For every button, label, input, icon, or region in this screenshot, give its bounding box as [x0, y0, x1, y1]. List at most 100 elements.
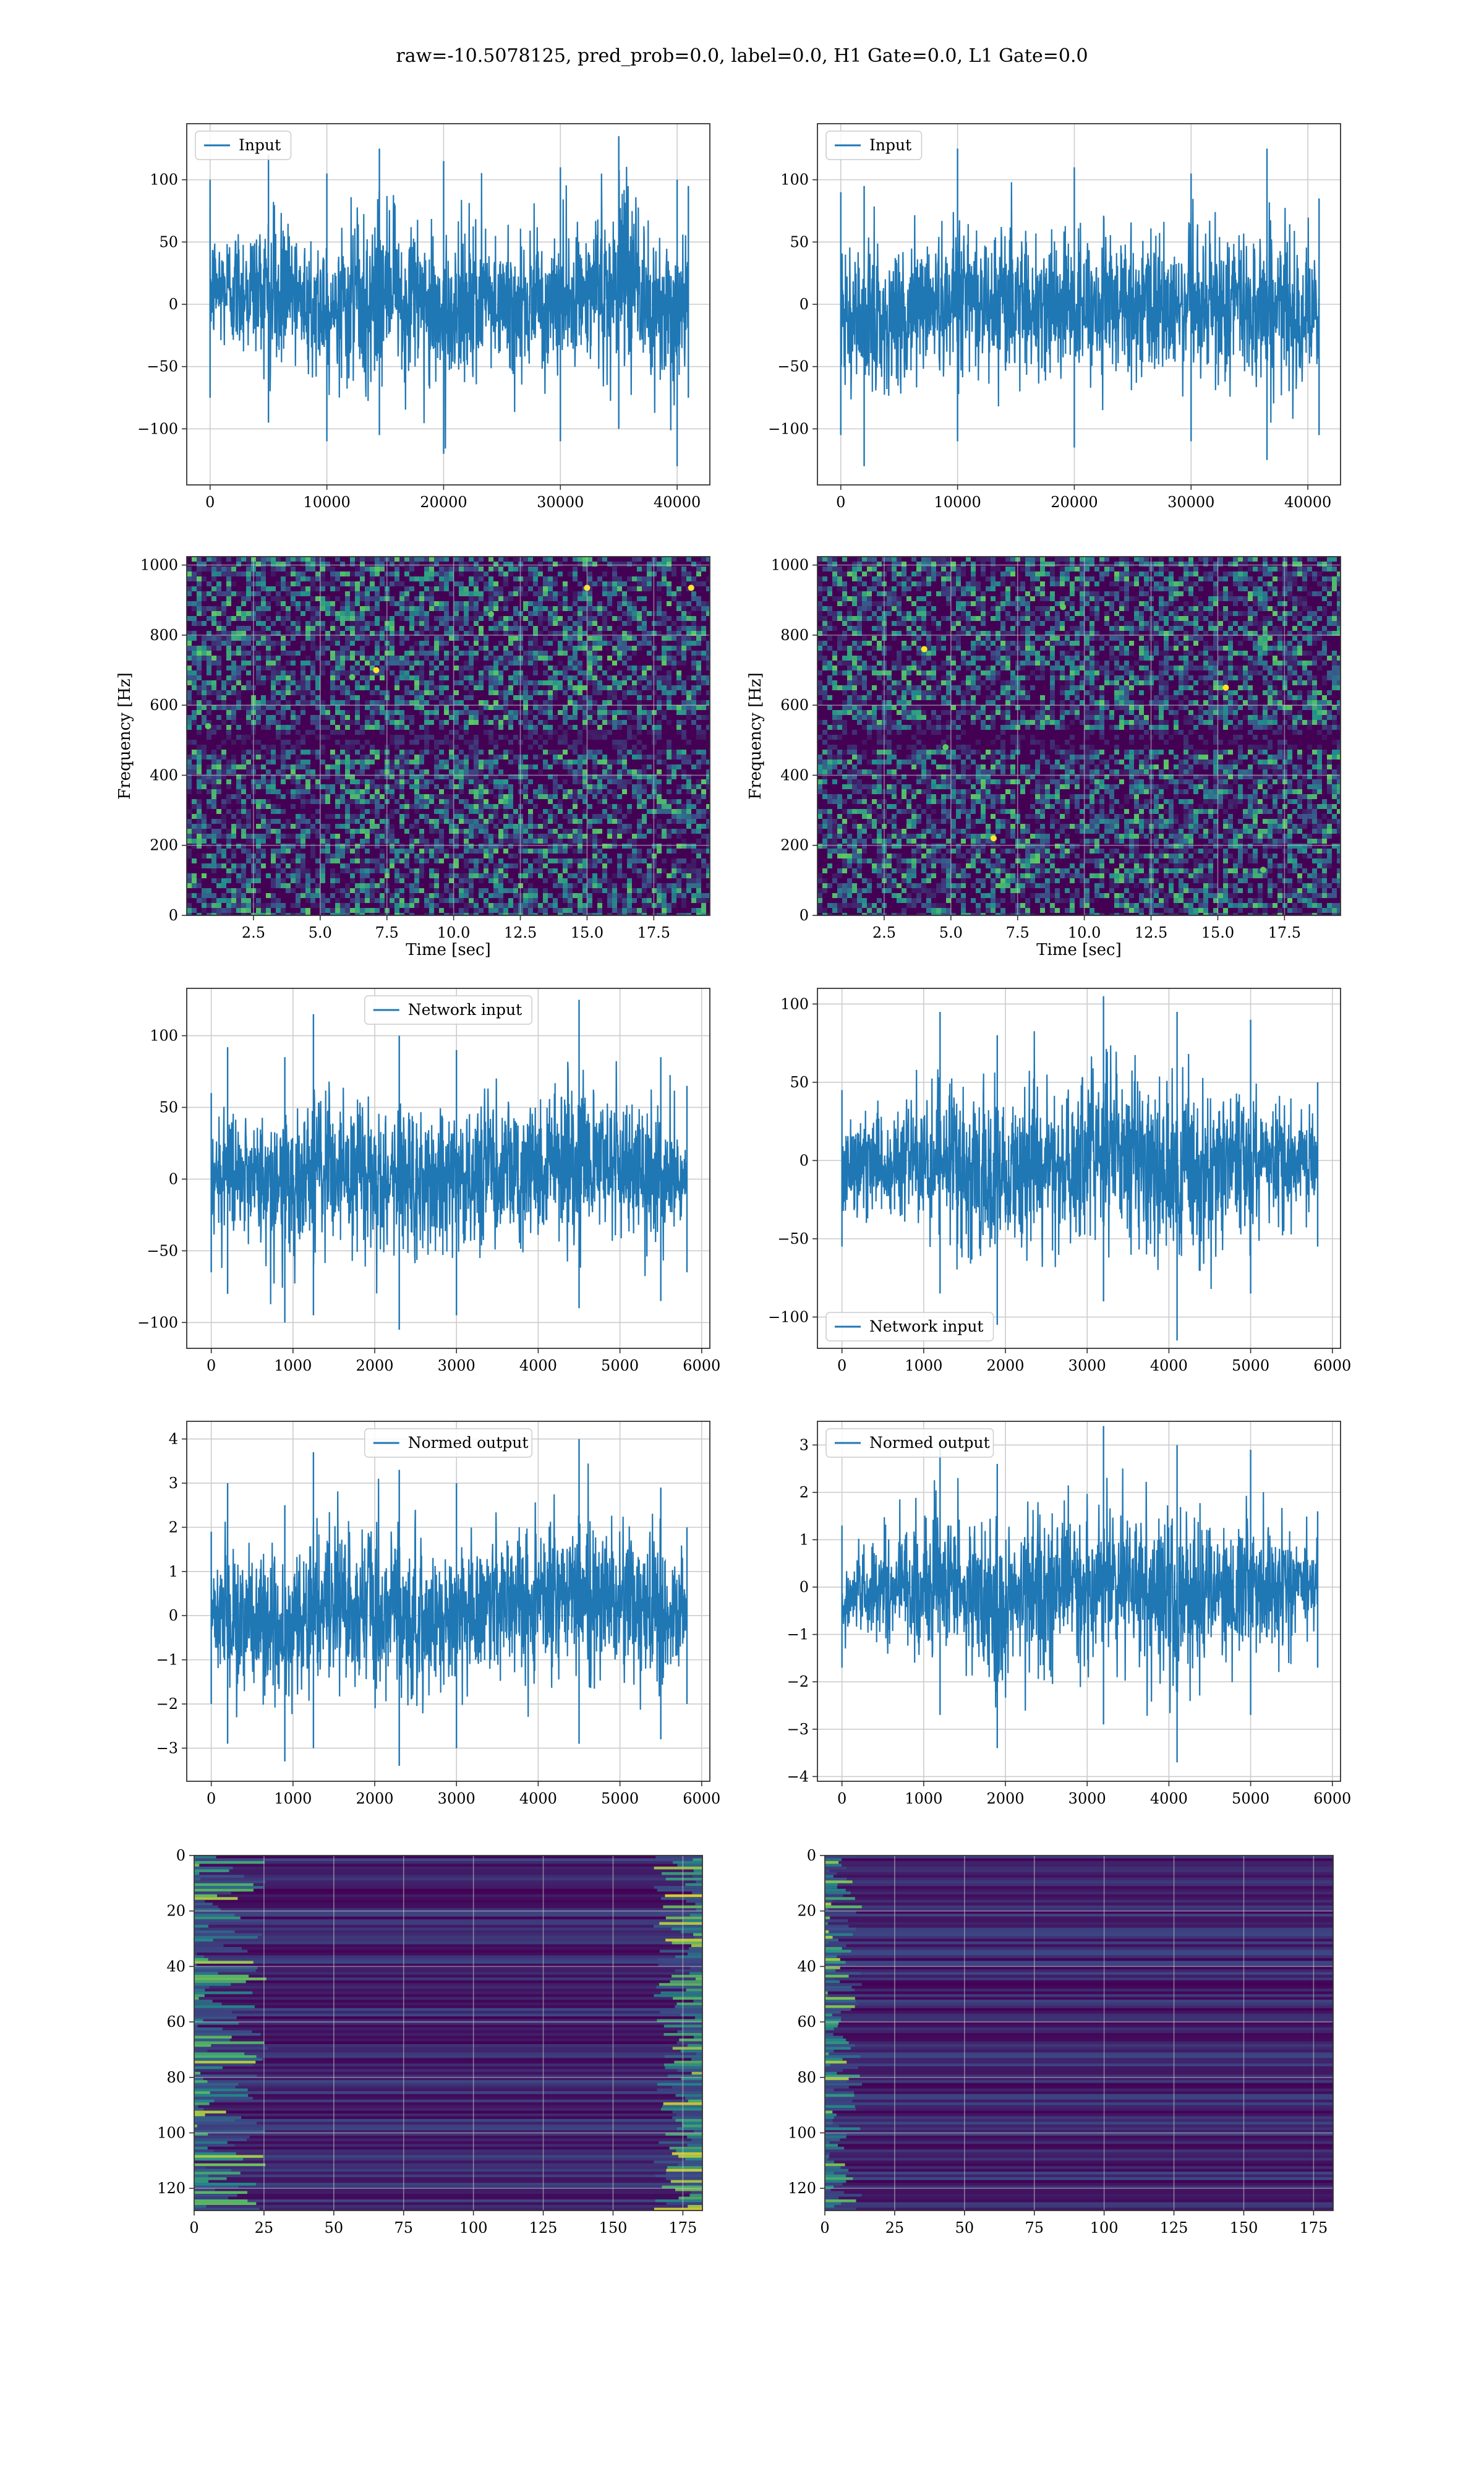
x-tick-label: 2000 — [986, 1790, 1024, 1807]
y-tick-label: −1 — [787, 1626, 809, 1643]
y-tick-label: 800 — [150, 627, 178, 644]
bright-spot — [205, 723, 211, 730]
y-tick-label: −2 — [787, 1673, 809, 1690]
y-tick-label: −100 — [768, 420, 809, 437]
bright-spot — [688, 584, 694, 591]
x-tick-label: 17.5 — [638, 924, 670, 941]
y-tick-label: −100 — [137, 420, 178, 437]
x-tick-label: 1000 — [274, 1357, 312, 1374]
x-tick-label: 3000 — [1068, 1790, 1106, 1807]
legend: Input — [825, 131, 923, 160]
axes-frame — [817, 988, 1341, 1349]
legend-label: Normed output — [869, 1434, 990, 1452]
x-tick-label: 12.5 — [504, 924, 537, 941]
y-tick-label: 20 — [166, 1903, 186, 1920]
x-tick-label: 5.0 — [309, 924, 332, 941]
x-tick-label: 125 — [1160, 2219, 1188, 2236]
bright-spot — [921, 646, 927, 653]
y-tick-label: 0 — [176, 1847, 186, 1864]
x-tick-label: 5.0 — [939, 924, 963, 941]
x-tick-label: 30000 — [537, 494, 584, 511]
x-tick-label: 5000 — [601, 1357, 639, 1374]
y-tick-label: −100 — [768, 1308, 809, 1325]
chart-l1-feature-map: 0 25 50 75 100 125 150 175 0 20 40 60 80 100 120 — [788, 1847, 1334, 2236]
x-tick-label: 25 — [255, 2219, 274, 2236]
legend-label: Network input — [869, 1317, 983, 1335]
y-tick-label: 1 — [800, 1531, 809, 1548]
x-tick-label: 40000 — [1284, 494, 1331, 511]
y-tick-label: 50 — [159, 233, 178, 250]
x-tick-label: 150 — [599, 2219, 628, 2236]
y-tick-label: 100 — [150, 1027, 178, 1045]
bright-spot — [1260, 867, 1266, 873]
y-tick-label: 20 — [797, 1903, 816, 1920]
bright-spot — [1060, 604, 1067, 610]
y-tick-label: 800 — [780, 627, 809, 644]
x-tick-label: 0 — [836, 494, 845, 511]
y-tick-label: 50 — [790, 233, 809, 250]
y-tick-label: −3 — [156, 1739, 178, 1757]
y-tick-label: −3 — [787, 1721, 809, 1738]
x-tick-label: 3000 — [438, 1357, 475, 1374]
legend-label: Normed output — [408, 1434, 529, 1452]
y-tick-label: 100 — [780, 171, 809, 189]
signal-trace — [210, 1061, 688, 1304]
x-tick-label: 100 — [459, 2219, 488, 2236]
x-tick-label: 15.0 — [571, 924, 603, 941]
y-tick-label: 3 — [169, 1475, 178, 1492]
signal-trace — [210, 1463, 688, 1718]
legend: Normed output — [825, 1428, 994, 1458]
y-tick-label: 120 — [157, 2180, 186, 2197]
x-tick-label: 6000 — [683, 1790, 720, 1807]
x-tick-label: 1000 — [905, 1790, 942, 1807]
y-tick-label: 60 — [797, 2013, 816, 2031]
x-tick-label: 175 — [668, 2219, 697, 2236]
x-tick-label: 0 — [205, 494, 215, 511]
y-tick-label: 40 — [166, 1958, 186, 1975]
y-tick-label: 0 — [169, 907, 178, 924]
x-tick-label: 0 — [207, 1357, 216, 1374]
y-tick-label: 0 — [800, 1578, 809, 1596]
x-tick-label: 10.0 — [1068, 924, 1101, 941]
x-tick-label: 4000 — [519, 1790, 557, 1807]
x-tick-label: 7.5 — [375, 924, 399, 941]
x-tick-label: 0 — [189, 2219, 198, 2236]
chart-h1-spectrogram: 2.5 5.0 7.5 10.0 12.5 15.0 17.5 0 200 400 600 800 10… — [116, 556, 710, 959]
bright-spot — [1222, 684, 1229, 691]
chart-l1-input: 0 10000 20000 30000 40000 −100 −50 0 50 100 Input — [768, 123, 1341, 511]
x-tick-label: 5000 — [1232, 1790, 1269, 1807]
bright-spot — [942, 744, 949, 751]
y-tick-label: 60 — [166, 2013, 186, 2031]
x-tick-label: 2.5 — [872, 924, 896, 941]
y-tick-label: 0 — [800, 1152, 809, 1169]
bright-spot — [990, 835, 997, 842]
y-tick-label: −100 — [137, 1314, 178, 1331]
y-tick-label: −1 — [156, 1651, 178, 1669]
axes-frame — [817, 556, 1341, 916]
legend: Normed output — [364, 1428, 532, 1458]
x-tick-label: 4000 — [519, 1357, 557, 1374]
x-tick-label: 5000 — [601, 1790, 639, 1807]
x-tick-label: 1000 — [905, 1357, 942, 1374]
x-tick-label: 10000 — [934, 494, 981, 511]
y-tick-label: 200 — [780, 837, 809, 854]
chart-l1-network-input: 0 1000 2000 3000 4000 5000 6000 −100 −50 0 50 100 Ne… — [768, 988, 1351, 1374]
x-tick-label: 1000 — [274, 1790, 312, 1807]
y-tick-label: 120 — [788, 2180, 816, 2197]
y-tick-label: −50 — [777, 358, 809, 375]
y-tick-label: 50 — [790, 1074, 809, 1091]
y-tick-label: −50 — [777, 1230, 809, 1248]
chart-h1-feature-map: 0 25 50 75 100 125 150 175 0 20 40 60 80 100 120 — [157, 1847, 703, 2236]
chart-l1-normed-output: 0 1000 2000 3000 4000 5000 6000 −4 −3 −2 −1 0 1 2 3 Nor… — [787, 1421, 1351, 1807]
signal-trace — [841, 1468, 1318, 1716]
x-tick-label: 100 — [1090, 2219, 1119, 2236]
legend: Network input — [825, 1312, 994, 1342]
axes-frame — [817, 1421, 1341, 1782]
x-tick-label: 7.5 — [1006, 924, 1030, 941]
legend: Network input — [364, 995, 532, 1025]
y-tick-label: 200 — [150, 837, 178, 854]
y-tick-label: 1 — [169, 1563, 178, 1580]
x-tick-label: 4000 — [1150, 1790, 1188, 1807]
x-tick-label: 75 — [1025, 2219, 1044, 2236]
